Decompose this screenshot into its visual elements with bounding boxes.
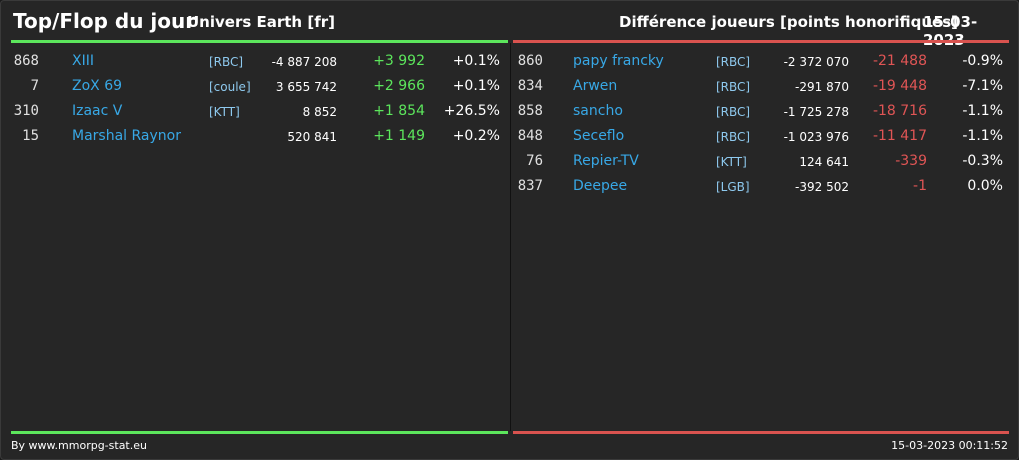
points-difference: +2 966 [373,78,425,94]
table-row: 310 Izaac V [KTT] 8 852 +1 854 +26.5% [11,101,508,126]
percent-change: +0.2% [452,128,500,144]
player-rank: 834 [517,78,543,94]
table-row: 7 ZoX 69 [coule] 3 655 742 +2 966 +0.1% [11,76,508,101]
alliance-tag: [LGB] [716,180,750,194]
player-points: -1 725 278 [783,105,849,119]
table-row: 837 Deepee [LGB] -392 502 -1 0.0% [513,176,1009,201]
points-difference: -339 [895,153,927,169]
percent-change: +0.1% [452,78,500,94]
alliance-tag: [RBC] [716,80,751,94]
bottom-divider-green [11,431,508,434]
widget-title: Top/Flop du jour [13,9,196,33]
player-rank: 7 [30,78,39,94]
top-gainers-panel: 868 XIII [RBC] -4 887 208 +3 992 +0.1% 7… [11,51,508,151]
category-label: Différence joueurs [points honorifiques] [619,13,959,31]
player-points: 124 641 [799,155,849,169]
table-row: 860 papy francky [RBC] -2 372 070 -21 48… [513,51,1009,76]
top-losers-panel: 860 papy francky [RBC] -2 372 070 -21 48… [513,51,1009,201]
table-row: 76 Repier-TV [KTT] 124 641 -339 -0.3% [513,151,1009,176]
player-name-link[interactable]: ZoX 69 [72,78,123,94]
points-difference: +3 992 [373,53,425,69]
date-label: 15-03-2023 [923,13,978,49]
player-points: 8 852 [302,105,337,119]
percent-change: +0.1% [452,53,500,69]
player-rank: 15 [22,128,39,144]
player-points: -1 023 976 [783,130,849,144]
alliance-tag: [KTT] [209,105,240,119]
player-rank: 76 [526,153,543,169]
table-row: 868 XIII [RBC] -4 887 208 +3 992 +0.1% [11,51,508,76]
percent-change: -1.1% [962,128,1003,144]
percent-change: -1.1% [962,103,1003,119]
percent-change: 0.0% [967,178,1003,194]
top-divider-red [513,40,1009,43]
footer-credit: By www.mmorpg-stat.eu [11,439,147,452]
alliance-tag: [RBC] [716,105,751,119]
alliance-tag: [RBC] [716,55,751,69]
alliance-tag: [coule] [209,80,251,94]
player-name-link[interactable]: papy francky [573,53,664,69]
player-name-link[interactable]: Arwen [573,78,618,94]
alliance-tag: [RBC] [209,55,244,69]
footer-timestamp: 15-03-2023 00:11:52 [891,439,1008,452]
player-rank: 858 [517,103,543,119]
player-name-link[interactable]: Izaac V [72,103,123,119]
top-divider-green [11,40,508,43]
points-difference: -19 448 [872,78,927,94]
player-rank: 860 [517,53,543,69]
player-rank: 848 [517,128,543,144]
player-points: -291 870 [795,80,849,94]
percent-change: -7.1% [962,78,1003,94]
player-name-link[interactable]: XIII [72,53,94,69]
percent-change: -0.9% [962,53,1003,69]
player-rank: 837 [517,178,543,194]
player-name-link[interactable]: Deepee [573,178,628,194]
points-difference: +1 854 [373,103,425,119]
bottom-divider-red [513,431,1009,434]
player-rank: 868 [13,53,39,69]
player-rank: 310 [13,103,39,119]
points-difference: -21 488 [872,53,927,69]
alliance-tag: [RBC] [716,130,751,144]
player-points: -4 887 208 [271,55,337,69]
player-points: 3 655 742 [275,80,337,94]
table-row: 15 Marshal Raynor 520 841 +1 149 +0.2% [11,126,508,151]
table-row: 858 sancho [RBC] -1 725 278 -18 716 -1.1… [513,101,1009,126]
percent-change: +26.5% [443,103,500,119]
player-points: -392 502 [795,180,849,194]
points-difference: -11 417 [872,128,927,144]
player-name-link[interactable]: Repier-TV [573,153,639,169]
table-row: 848 Seceflo [RBC] -1 023 976 -11 417 -1.… [513,126,1009,151]
column-separator [510,43,511,431]
universe-label: Univers Earth [fr] [187,13,335,31]
player-points: 520 841 [287,130,337,144]
player-name-link[interactable]: sancho [573,103,623,119]
player-name-link[interactable]: Marshal Raynor [72,128,181,144]
points-difference: -18 716 [872,103,927,119]
points-difference: -1 [913,178,927,194]
player-points: -2 372 070 [783,55,849,69]
table-row: 834 Arwen [RBC] -291 870 -19 448 -7.1% [513,76,1009,101]
alliance-tag: [KTT] [716,155,747,169]
percent-change: -0.3% [962,153,1003,169]
points-difference: +1 149 [373,128,425,144]
player-name-link[interactable]: Seceflo [573,128,625,144]
